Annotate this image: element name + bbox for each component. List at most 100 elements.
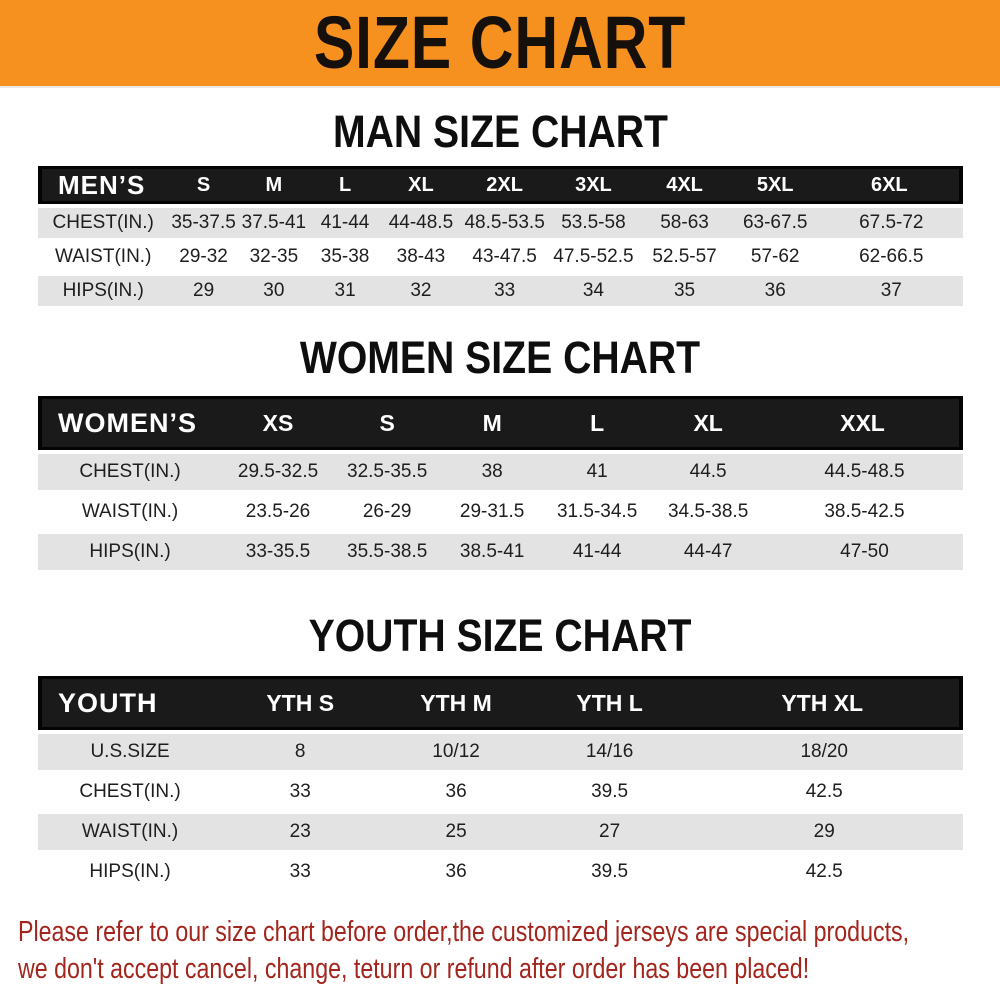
size-value-cell: 42.5 — [685, 854, 963, 890]
men-header-row: MEN’S S M L XL 2XL 3XL 4XL 5XL 6XL — [38, 166, 963, 204]
size-value-cell: 27 — [533, 814, 686, 850]
size-value-cell: 35-37.5 — [168, 208, 239, 238]
men-hips-row: HIPS(IN.) 29 30 31 32 33 34 35 36 37 — [38, 276, 963, 306]
size-value-cell: 44.5-48.5 — [765, 454, 963, 490]
footer-note-line: Please refer to our size chart before or… — [18, 916, 910, 948]
column-header-cell: YTH L — [533, 676, 686, 730]
size-value-cell: 33-35.5 — [222, 534, 334, 570]
youth-section-heading: YOUTH SIZE CHART — [308, 610, 692, 661]
women-chest-row: CHEST(IN.) 29.5-32.5 32.5-35.5 38 41 44.… — [38, 454, 963, 490]
size-value-cell: 10/12 — [378, 734, 534, 770]
size-value-cell: 67.5-72 — [819, 208, 963, 238]
size-value-cell: 36 — [730, 276, 820, 306]
column-header-cell: XL — [381, 166, 461, 204]
size-value-cell: 25 — [378, 814, 534, 850]
row-label-cell: HIPS(IN.) — [38, 854, 223, 890]
size-value-cell: 32-35 — [238, 242, 310, 272]
row-label-cell: WAIST(IN.) — [38, 814, 223, 850]
size-value-cell: 39.5 — [533, 854, 686, 890]
column-header-cell: YTH S — [222, 676, 379, 730]
size-value-cell: 47.5-52.5 — [548, 242, 639, 272]
footer-note: Please refer to our size chart before or… — [18, 914, 1000, 988]
women-waist-row: WAIST(IN.) 23.5-26 26-29 29-31.5 31.5-34… — [38, 494, 963, 530]
women-header-label: WOMEN’S — [38, 396, 223, 450]
youth-ussize-row: U.S.SIZE 8 10/12 14/16 18/20 — [38, 734, 963, 770]
size-value-cell: 52.5-57 — [638, 242, 731, 272]
size-value-cell: 31.5-34.5 — [543, 494, 651, 530]
size-value-cell: 29 — [685, 814, 963, 850]
women-hips-row: HIPS(IN.) 33-35.5 35.5-38.5 38.5-41 41-4… — [38, 534, 963, 570]
size-value-cell: 36 — [378, 774, 534, 810]
size-value-cell: 34 — [548, 276, 639, 306]
size-value-cell: 33 — [460, 276, 549, 306]
column-header-cell: XL — [650, 396, 766, 450]
size-value-cell: 30 — [238, 276, 310, 306]
size-value-cell: 14/16 — [533, 734, 686, 770]
youth-header-row: YOUTH YTH S YTH M YTH L YTH XL — [38, 676, 963, 730]
row-label-cell: CHEST(IN.) — [38, 208, 169, 238]
column-header-cell: 6XL — [819, 166, 963, 204]
size-value-cell: 38.5-42.5 — [765, 494, 963, 530]
youth-size-table: YOUTH YTH S YTH M YTH L YTH XL U.S.SIZE … — [38, 672, 963, 894]
size-value-cell: 41-44 — [543, 534, 651, 570]
column-header-cell: 2XL — [460, 166, 549, 204]
size-value-cell: 47-50 — [765, 534, 963, 570]
column-header-cell: YTH M — [378, 676, 534, 730]
column-header-cell: 5XL — [730, 166, 820, 204]
women-section-heading-wrap: WOMEN SIZE CHART — [0, 310, 1000, 392]
size-value-cell: 33 — [222, 854, 379, 890]
column-header-cell: YTH XL — [685, 676, 963, 730]
size-value-cell: 18/20 — [685, 734, 963, 770]
size-value-cell: 48.5-53.5 — [460, 208, 549, 238]
size-value-cell: 32.5-35.5 — [333, 454, 441, 490]
size-value-cell: 62-66.5 — [819, 242, 963, 272]
column-header-cell: 4XL — [638, 166, 731, 204]
column-header-cell: M — [440, 396, 544, 450]
size-value-cell: 35-38 — [309, 242, 382, 272]
size-value-cell: 29-31.5 — [440, 494, 544, 530]
size-value-cell: 29.5-32.5 — [222, 454, 334, 490]
size-value-cell: 41 — [543, 454, 651, 490]
size-value-cell: 53.5-58 — [548, 208, 639, 238]
row-label-cell: CHEST(IN.) — [38, 454, 223, 490]
row-label-cell: HIPS(IN.) — [38, 534, 223, 570]
youth-hips-row: HIPS(IN.) 33 36 39.5 42.5 — [38, 854, 963, 890]
column-header-cell: XS — [222, 396, 334, 450]
column-header-cell: XXL — [765, 396, 963, 450]
size-value-cell: 42.5 — [685, 774, 963, 810]
youth-header-label: YOUTH — [38, 676, 223, 730]
size-value-cell: 43-47.5 — [460, 242, 549, 272]
size-value-cell: 37 — [819, 276, 963, 306]
size-value-cell: 44.5 — [650, 454, 766, 490]
size-value-cell: 29 — [168, 276, 239, 306]
women-section-heading: WOMEN SIZE CHART — [299, 332, 701, 383]
men-waist-row: WAIST(IN.) 29-32 32-35 35-38 38-43 43-47… — [38, 242, 963, 272]
size-value-cell: 35 — [638, 276, 731, 306]
row-label-cell: WAIST(IN.) — [38, 494, 223, 530]
youth-waist-row: WAIST(IN.) 23 25 27 29 — [38, 814, 963, 850]
size-value-cell: 63-67.5 — [730, 208, 820, 238]
footer-note-line: we don't accept cancel, change, teturn o… — [18, 953, 810, 985]
size-value-cell: 35.5-38.5 — [333, 534, 441, 570]
size-value-cell: 34.5-38.5 — [650, 494, 766, 530]
size-chart-banner: SIZE CHART — [0, 0, 1000, 88]
size-value-cell: 23.5-26 — [222, 494, 334, 530]
women-header-row: WOMEN’S XS S M L XL XXL — [38, 396, 963, 450]
column-header-cell: S — [168, 166, 239, 204]
size-value-cell: 39.5 — [533, 774, 686, 810]
women-size-table: WOMEN’S XS S M L XL XXL CHEST(IN.) 29.5-… — [38, 392, 963, 574]
size-value-cell: 38.5-41 — [440, 534, 544, 570]
size-value-cell: 8 — [222, 734, 379, 770]
size-value-cell: 38 — [440, 454, 544, 490]
row-label-cell: WAIST(IN.) — [38, 242, 169, 272]
man-section-heading-wrap: MAN SIZE CHART — [0, 88, 1000, 162]
youth-chest-row: CHEST(IN.) 33 36 39.5 42.5 — [38, 774, 963, 810]
size-value-cell: 44-47 — [650, 534, 766, 570]
row-label-cell: CHEST(IN.) — [38, 774, 223, 810]
size-value-cell: 41-44 — [309, 208, 382, 238]
column-header-cell: 3XL — [548, 166, 639, 204]
banner-title: SIZE CHART — [313, 1, 687, 84]
men-chest-row: CHEST(IN.) 35-37.5 37.5-41 41-44 44-48.5… — [38, 208, 963, 238]
size-value-cell: 38-43 — [381, 242, 461, 272]
size-value-cell: 23 — [222, 814, 379, 850]
